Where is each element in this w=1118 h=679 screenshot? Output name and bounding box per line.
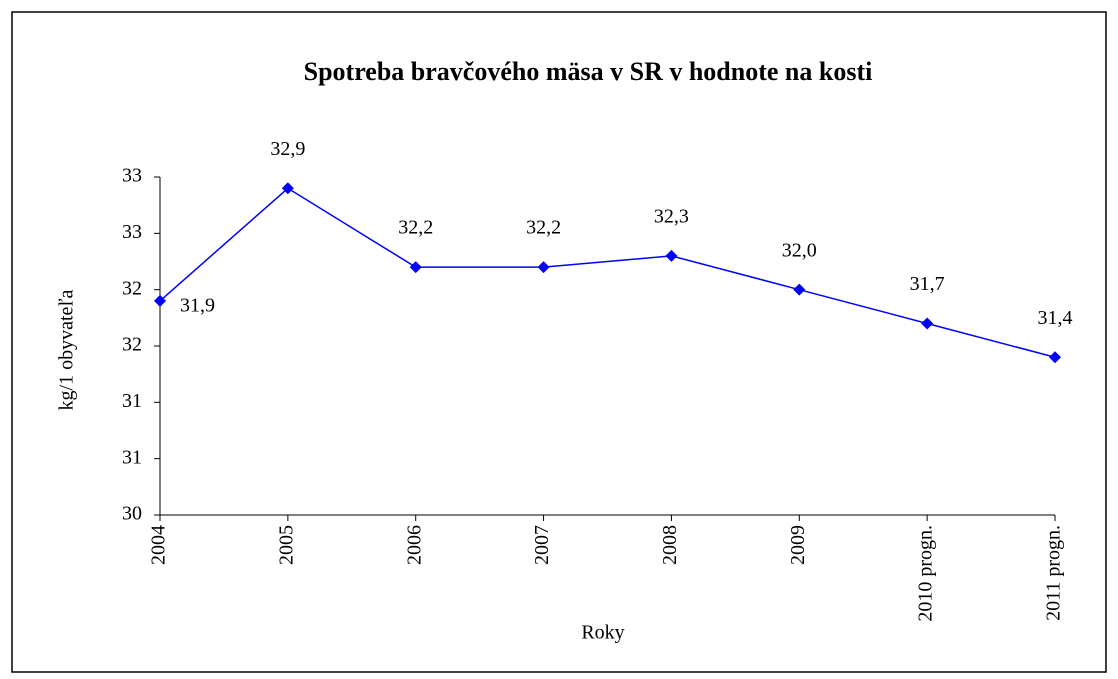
data-label: 32,3 [654,205,689,227]
marker [281,182,294,195]
marker [793,283,806,296]
data-label: 32,9 [270,138,305,160]
chart-title: Spotreba bravčového mäsa v SR v hodnote … [304,57,873,86]
y-tick-label: 32 [122,277,142,299]
marker [154,294,166,307]
x-tick-label: 2008 [659,525,681,565]
marker [409,261,422,274]
y-tick-label: 33 [122,165,142,187]
y-tick-label: 31 [122,390,142,412]
x-tick-label: 2009 [787,525,809,565]
y-tick-label: 32 [122,334,142,356]
data-label: 31,4 [1038,307,1073,329]
data-label: 31,9 [180,295,215,317]
x-tick-label: 2011 progn. [1043,525,1065,621]
marker [537,261,550,274]
data-label: 31,7 [910,273,945,295]
x-tick-label: 2010 progn. [915,525,937,622]
x-tick-label: 2004 [148,525,170,565]
y-axis-label: kg/1 obyvateľa [56,289,78,410]
y-tick-label: 31 [122,446,142,468]
line [159,187,1056,358]
data-label: 32,0 [782,239,817,261]
data-label: 32,2 [398,217,433,239]
data-label: 32,2 [526,217,561,239]
y-tick-label: 30 [122,503,142,525]
x-tick-label: 2006 [403,525,425,565]
x-tick-label: 2005 [275,525,297,565]
chart-frame [11,11,1107,673]
y-tick-label: 33 [122,221,142,243]
x-axis-label: Roky [581,622,624,644]
x-tick-label: 2007 [531,525,553,565]
marker [1049,351,1061,364]
marker [921,317,934,330]
marker [665,249,678,262]
